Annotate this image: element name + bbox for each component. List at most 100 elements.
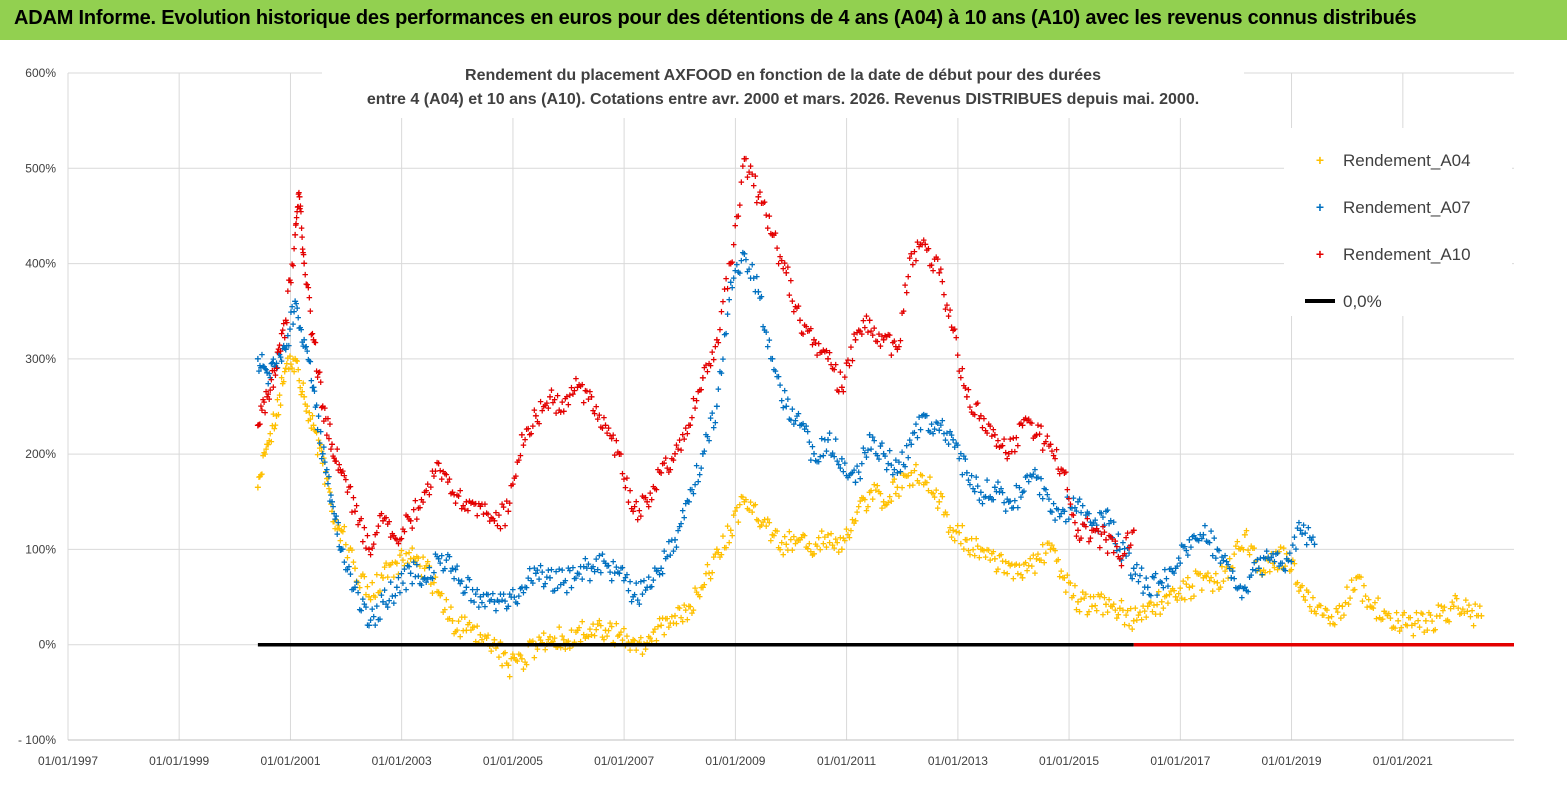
svg-text:+: + — [1331, 620, 1337, 632]
svg-text:+: + — [257, 471, 263, 483]
svg-text:+: + — [975, 541, 981, 553]
svg-text:+: + — [302, 342, 308, 354]
svg-text:+: + — [985, 545, 991, 557]
svg-text:+: + — [442, 469, 448, 481]
data-point: + — [769, 228, 776, 242]
svg-text:+: + — [340, 466, 346, 478]
data-point: + — [852, 333, 859, 347]
svg-text:+: + — [902, 462, 908, 474]
svg-text:+: + — [1197, 529, 1203, 541]
svg-text:+: + — [1299, 580, 1305, 592]
svg-text:+: + — [428, 482, 434, 494]
svg-text:+: + — [925, 486, 931, 498]
svg-text:+: + — [1290, 555, 1296, 567]
svg-text:+: + — [333, 456, 339, 468]
svg-text:+: + — [1410, 631, 1416, 643]
svg-text:+: + — [817, 451, 823, 463]
svg-text:+: + — [1134, 560, 1140, 572]
svg-text:+: + — [291, 366, 297, 378]
x-tick-label: 01/01/2001 — [260, 754, 320, 768]
svg-text:+: + — [332, 514, 338, 526]
svg-text:+: + — [976, 414, 982, 426]
data-point: + — [393, 557, 400, 571]
svg-text:+: + — [274, 394, 280, 406]
svg-text:+: + — [772, 526, 778, 538]
svg-text:+: + — [438, 474, 444, 486]
svg-text:+: + — [1313, 609, 1319, 621]
svg-text:+: + — [1413, 608, 1419, 620]
svg-text:+: + — [683, 423, 689, 435]
svg-text:+: + — [545, 634, 551, 646]
data-point: + — [1033, 552, 1040, 566]
svg-text:+: + — [1064, 484, 1070, 496]
svg-text:+: + — [274, 347, 280, 359]
svg-text:+: + — [1121, 620, 1127, 632]
svg-text:+: + — [928, 419, 934, 431]
svg-text:+: + — [297, 322, 303, 334]
svg-text:+: + — [1129, 624, 1135, 636]
svg-text:+: + — [1069, 503, 1075, 515]
svg-text:+: + — [933, 485, 939, 497]
svg-text:+: + — [259, 469, 265, 481]
data-point: + — [1075, 595, 1082, 609]
svg-text:+: + — [267, 373, 273, 385]
svg-text:+: + — [397, 550, 403, 562]
data-point: + — [796, 419, 803, 433]
svg-text:+: + — [621, 624, 627, 636]
svg-text:+: + — [596, 615, 602, 627]
svg-text:+: + — [619, 635, 625, 647]
svg-text:+: + — [613, 435, 619, 447]
svg-text:+: + — [619, 563, 625, 575]
svg-text:+: + — [910, 259, 916, 271]
svg-text:+: + — [860, 316, 866, 328]
svg-text:+: + — [313, 428, 319, 440]
svg-text:+: + — [523, 660, 529, 672]
data-point: + — [977, 485, 984, 499]
svg-text:+: + — [1399, 610, 1405, 622]
svg-text:+: + — [598, 567, 604, 579]
svg-text:+: + — [774, 243, 780, 255]
svg-text:+: + — [1053, 556, 1059, 568]
data-point: + — [1186, 581, 1193, 595]
svg-text:+: + — [372, 592, 378, 604]
svg-text:+: + — [300, 341, 306, 353]
svg-text:+: + — [290, 354, 296, 366]
svg-text:+: + — [1010, 502, 1016, 514]
svg-text:+: + — [734, 212, 740, 224]
svg-text:+: + — [388, 577, 394, 589]
svg-text:+: + — [328, 444, 334, 456]
svg-text:+: + — [678, 612, 684, 624]
svg-text:+: + — [862, 494, 868, 506]
svg-text:+: + — [1206, 537, 1212, 549]
data-point: + — [1381, 604, 1388, 618]
svg-text:+: + — [845, 355, 851, 367]
svg-text:+: + — [1138, 614, 1144, 626]
svg-text:+: + — [1245, 587, 1251, 599]
svg-text:+: + — [514, 457, 520, 469]
svg-text:+: + — [846, 470, 852, 482]
svg-text:+: + — [955, 350, 961, 362]
svg-text:+: + — [659, 458, 665, 470]
svg-text:+: + — [1001, 567, 1007, 579]
svg-text:+: + — [605, 423, 611, 435]
svg-text:+: + — [428, 572, 434, 584]
svg-text:+: + — [1084, 610, 1090, 622]
svg-text:+: + — [732, 506, 738, 518]
svg-text:+: + — [1171, 568, 1177, 580]
svg-text:+: + — [570, 389, 576, 401]
svg-text:+: + — [485, 509, 491, 521]
svg-text:+: + — [1055, 505, 1061, 517]
svg-text:+: + — [1106, 518, 1112, 530]
svg-text:+: + — [791, 307, 797, 319]
svg-text:+: + — [1070, 510, 1076, 522]
svg-text:+: + — [381, 513, 387, 525]
svg-text:+: + — [869, 494, 875, 506]
svg-text:+: + — [984, 475, 990, 487]
svg-text:+: + — [832, 359, 838, 371]
data-point: + — [894, 466, 901, 480]
svg-text:+: + — [452, 565, 458, 577]
svg-text:+: + — [1021, 559, 1027, 571]
svg-text:+: + — [1274, 565, 1280, 577]
svg-text:+: + — [1073, 506, 1079, 518]
svg-text:+: + — [1149, 572, 1155, 584]
